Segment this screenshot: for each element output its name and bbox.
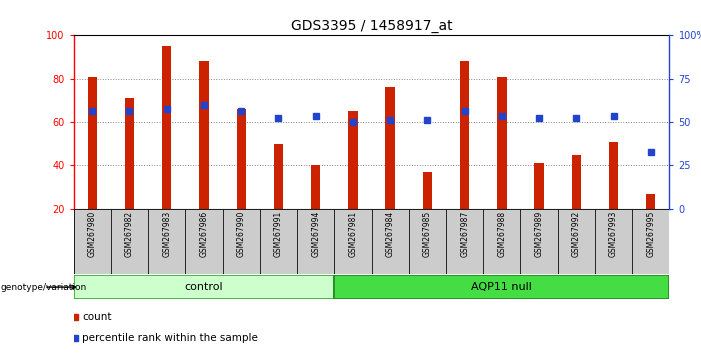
Text: genotype/variation: genotype/variation (1, 282, 87, 292)
FancyBboxPatch shape (409, 209, 446, 274)
Text: GSM267985: GSM267985 (423, 211, 432, 257)
FancyBboxPatch shape (446, 209, 483, 274)
Bar (162, 46, 171, 209)
Text: GSM267993: GSM267993 (609, 211, 618, 257)
Text: percentile rank within the sample: percentile rank within the sample (83, 333, 258, 343)
Text: GSM267982: GSM267982 (125, 211, 134, 257)
Bar (460, 62, 469, 209)
Text: control: control (184, 282, 223, 292)
FancyBboxPatch shape (372, 209, 409, 274)
FancyBboxPatch shape (222, 209, 260, 274)
Bar (236, 109, 246, 209)
Text: GSM267984: GSM267984 (386, 211, 395, 257)
FancyBboxPatch shape (334, 275, 669, 299)
Text: GSM267980: GSM267980 (88, 211, 97, 257)
FancyBboxPatch shape (334, 209, 372, 274)
Text: GSM267987: GSM267987 (460, 211, 469, 257)
FancyBboxPatch shape (520, 209, 558, 274)
Bar (609, 142, 618, 209)
FancyBboxPatch shape (74, 275, 334, 299)
Text: GSM267988: GSM267988 (498, 211, 506, 257)
Bar (646, 194, 655, 209)
FancyBboxPatch shape (632, 209, 669, 274)
Title: GDS3395 / 1458917_at: GDS3395 / 1458917_at (291, 19, 452, 33)
FancyBboxPatch shape (595, 209, 632, 274)
Text: AQP11 null: AQP11 null (472, 282, 532, 292)
FancyBboxPatch shape (185, 209, 222, 274)
Bar (572, 155, 581, 209)
Text: GSM267995: GSM267995 (646, 211, 655, 257)
Text: GSM267981: GSM267981 (348, 211, 358, 257)
Bar (348, 111, 358, 209)
Text: GSM267994: GSM267994 (311, 211, 320, 257)
Bar (423, 172, 432, 209)
FancyBboxPatch shape (74, 209, 111, 274)
FancyBboxPatch shape (260, 209, 297, 274)
Bar (125, 98, 134, 209)
Bar (311, 166, 320, 209)
Text: GSM267992: GSM267992 (572, 211, 581, 257)
FancyBboxPatch shape (558, 209, 595, 274)
FancyBboxPatch shape (297, 209, 334, 274)
Bar (497, 76, 507, 209)
Text: GSM267983: GSM267983 (162, 211, 171, 257)
Bar (534, 163, 544, 209)
Text: GSM267991: GSM267991 (274, 211, 283, 257)
FancyBboxPatch shape (111, 209, 148, 274)
Bar (199, 62, 209, 209)
Text: GSM267986: GSM267986 (200, 211, 208, 257)
Bar (274, 144, 283, 209)
Bar (88, 76, 97, 209)
Text: GSM267989: GSM267989 (535, 211, 543, 257)
FancyBboxPatch shape (483, 209, 520, 274)
Bar (386, 87, 395, 209)
FancyBboxPatch shape (148, 209, 185, 274)
FancyBboxPatch shape (74, 209, 669, 274)
Text: GSM267990: GSM267990 (237, 211, 245, 257)
Text: count: count (83, 312, 112, 321)
